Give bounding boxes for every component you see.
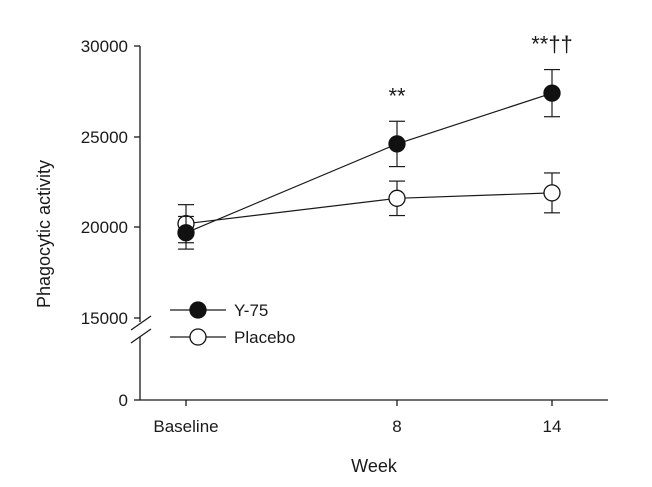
x-tick-label: Baseline [153, 417, 218, 436]
legend-item-y75: Y-75 [170, 301, 268, 320]
x-tick-label: 14 [543, 417, 562, 436]
data-point-y-75 [543, 84, 561, 102]
x-tick-label: 8 [392, 417, 401, 436]
series-placebo [177, 172, 561, 244]
y-axis-title: Phagocytic activity [34, 160, 54, 308]
series-line-y-75 [185, 92, 553, 234]
y-tick-label: 15000 [81, 309, 128, 328]
series-y-75 [177, 68, 561, 250]
significance-label: **†† [531, 32, 573, 57]
y-tick-label: 25000 [81, 128, 128, 147]
y-ticks: 0 15000 20000 25000 30000 [81, 37, 140, 410]
x-ticks: Baseline 8 14 [153, 400, 561, 436]
axis-break-mark-1 [130, 315, 152, 331]
data-point-y-75 [388, 135, 406, 153]
x-axis-title: Week [351, 456, 398, 476]
legend-marker-filled-circle [189, 301, 207, 319]
annotation-layer: ** **†† [388, 32, 572, 109]
data-point-placebo [388, 189, 406, 207]
data-point-placebo [543, 184, 561, 202]
legend: Y-75 Placebo [170, 301, 295, 347]
y-tick-label: 30000 [81, 37, 128, 56]
axes [130, 46, 608, 401]
legend-label: Y-75 [234, 301, 268, 320]
y-tick-label: 0 [119, 391, 128, 410]
series-line-placebo [185, 192, 553, 225]
legend-item-placebo: Placebo [170, 328, 295, 347]
legend-label: Placebo [234, 328, 295, 347]
series-layer [177, 68, 561, 250]
significance-label: ** [388, 83, 406, 108]
legend-marker-open-circle [189, 328, 207, 346]
axis-break-mark-2 [130, 328, 152, 344]
data-point-y-75 [177, 224, 195, 242]
y-tick-label: 20000 [81, 218, 128, 237]
